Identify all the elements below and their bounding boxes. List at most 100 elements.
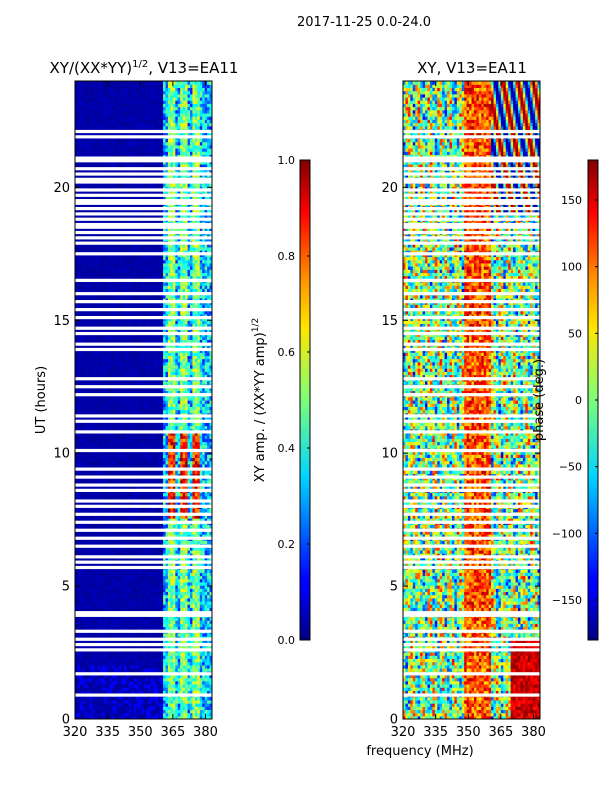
heatmap-cell	[99, 706, 103, 711]
heatmap-cell	[109, 623, 113, 628]
heatmap-cell	[131, 572, 135, 577]
heatmap-cell	[136, 479, 140, 484]
heatmap-cell	[145, 658, 149, 663]
heatmap-cell	[143, 585, 147, 589]
heatmap-cell	[119, 594, 123, 599]
heatmap-cell	[128, 444, 132, 449]
heatmap-cell	[163, 680, 167, 685]
heatmap-cell	[116, 677, 120, 682]
heatmap-cell	[138, 575, 142, 580]
heatmap-cell	[189, 473, 194, 478]
heatmap-cell	[199, 664, 203, 669]
heatmap-cell	[197, 479, 201, 484]
heatmap-cell	[104, 451, 108, 455]
heatmap-cell	[209, 514, 212, 519]
heatmap-cell	[128, 463, 132, 468]
heatmap-cell	[106, 533, 110, 538]
heatmap-cell	[175, 473, 179, 478]
heatmap-cell	[123, 569, 127, 573]
heatmap-cell	[165, 562, 169, 567]
heatmap-cell	[180, 486, 184, 490]
heatmap-cell	[189, 451, 194, 455]
heatmap-cell	[128, 454, 132, 459]
heatmap-cell	[141, 495, 145, 500]
heatmap-cell	[131, 709, 135, 714]
heatmap-cell	[89, 553, 93, 557]
heatmap-cell	[123, 546, 127, 551]
heatmap-cell	[202, 597, 206, 602]
heatmap-cell	[209, 508, 212, 513]
heatmap-cell	[87, 591, 91, 596]
heatmap-cell	[143, 639, 147, 644]
heatmap-cell	[180, 530, 184, 535]
heatmap-cell	[182, 639, 186, 644]
heatmap-cell	[199, 626, 203, 631]
heatmap-cell	[150, 616, 154, 621]
heatmap-cell	[163, 616, 167, 621]
heatmap-cell	[75, 463, 79, 468]
heatmap-cell	[94, 540, 98, 545]
heatmap-cell	[192, 690, 196, 695]
heatmap-cell	[204, 441, 208, 446]
heatmap-cell	[150, 664, 154, 669]
heatmap-cell	[75, 530, 79, 535]
heatmap-cell	[111, 658, 115, 663]
heatmap-cell	[170, 645, 174, 650]
heatmap-cell	[177, 514, 181, 519]
heatmap-cell	[153, 604, 157, 608]
heatmap-cell	[97, 518, 101, 522]
heatmap-cell	[172, 435, 176, 439]
heatmap-cell	[170, 620, 174, 624]
heatmap-cell	[89, 578, 93, 583]
heatmap-cell	[84, 699, 88, 704]
heatmap-cell	[194, 514, 198, 519]
heatmap-cell	[111, 463, 115, 468]
heatmap-cell	[158, 712, 162, 717]
heatmap-cell	[87, 696, 91, 701]
heatmap-cell	[104, 658, 108, 663]
heatmap-cell	[123, 683, 127, 688]
heatmap-cell	[163, 703, 167, 707]
heatmap-cell	[106, 712, 110, 717]
heatmap-cell	[185, 473, 189, 478]
heatmap-cell	[165, 473, 169, 478]
heatmap-cell	[150, 591, 154, 596]
heatmap-cell	[114, 594, 118, 599]
heatmap-cell	[123, 639, 127, 644]
heatmap-cell	[202, 578, 206, 583]
heatmap-cell	[94, 699, 98, 704]
heatmap-cell	[116, 626, 120, 631]
heatmap-cell	[177, 597, 181, 602]
heatmap-cell	[131, 463, 135, 468]
heatmap-cell	[136, 441, 140, 446]
heatmap-cell	[155, 677, 159, 682]
heatmap-cell	[114, 533, 118, 538]
heatmap-cell	[207, 435, 211, 439]
heatmap-cell	[199, 495, 203, 500]
heatmap-cell	[116, 683, 120, 688]
heatmap-cell	[84, 706, 88, 711]
heatmap-cell	[148, 492, 152, 497]
heatmap-cell	[101, 533, 105, 538]
heatmap-cell	[121, 623, 125, 628]
heatmap-cell	[172, 457, 176, 462]
heatmap-cell	[143, 495, 147, 500]
heatmap-cell	[165, 674, 169, 679]
heatmap-cell	[92, 435, 96, 439]
heatmap-cell	[106, 454, 110, 459]
heatmap-cell	[141, 677, 145, 682]
heatmap-cell	[175, 457, 179, 462]
heatmap-cell	[170, 639, 174, 644]
heatmap-cell	[79, 664, 83, 669]
heatmap-cell	[204, 546, 208, 551]
heatmap-cell	[75, 655, 79, 659]
heatmap-cell	[133, 502, 137, 506]
heatmap-cell	[150, 562, 154, 567]
heatmap-cell	[158, 677, 162, 682]
heatmap-cell	[138, 473, 142, 478]
heatmap-cell	[209, 569, 212, 573]
heatmap-cell	[145, 677, 149, 682]
heatmap-cell	[163, 600, 167, 605]
heatmap-cell	[92, 438, 96, 443]
heatmap-cell	[197, 661, 201, 666]
